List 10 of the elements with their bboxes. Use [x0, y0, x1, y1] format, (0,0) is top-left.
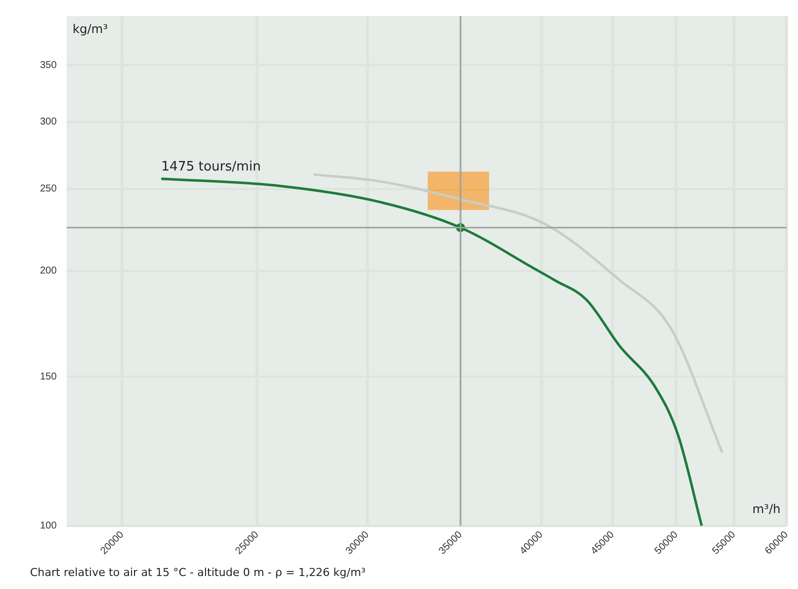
y-tick-label: 150 — [40, 371, 58, 382]
y-tick-label: 350 — [40, 60, 58, 71]
x-axis-title: m³/h — [752, 502, 781, 516]
y-axis-title: kg/m³ — [72, 22, 108, 36]
y-tick-label: 300 — [40, 116, 58, 128]
y-tick-label: 200 — [40, 266, 58, 277]
y-tick-label: 250 — [40, 184, 58, 195]
series-label: 1475 tours/min — [161, 160, 261, 175]
text: Chart relative to air at 15 °C - altitude 0 m - ρ = 1,226 kg/m³ — [30, 566, 366, 579]
y-tick-label: 100 — [40, 520, 58, 532]
